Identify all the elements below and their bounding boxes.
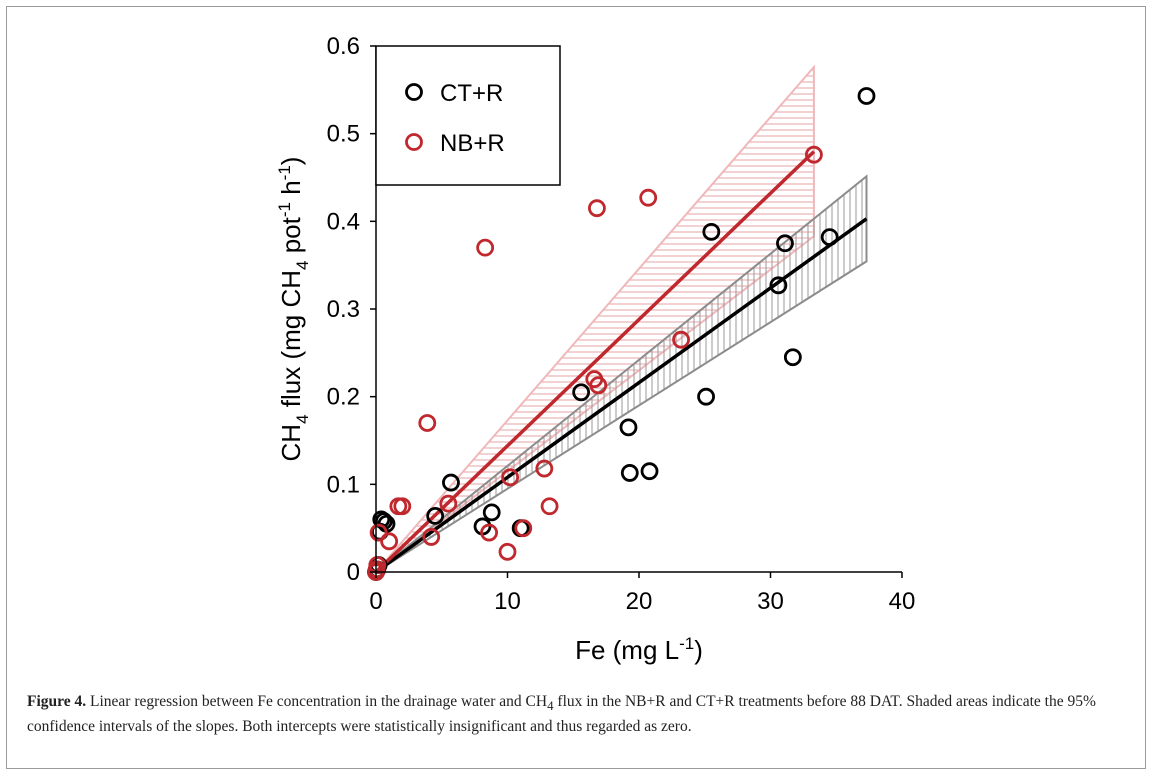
y-tick-label: 0.6 <box>327 33 360 60</box>
x-tick-label: 10 <box>494 588 521 615</box>
caption-text-b: flux in the NB+R and CT+R treatments bef… <box>27 693 1096 736</box>
y-tick-label: 0.4 <box>327 208 360 235</box>
point-ct-r <box>769 276 788 295</box>
y-tick-label: 0.2 <box>327 384 360 411</box>
y-tick-label: 0 <box>347 559 360 586</box>
point-nb-r <box>498 542 517 561</box>
point-nb-r <box>418 414 437 432</box>
point-ct-r <box>783 348 802 367</box>
point-nb-r <box>639 188 658 207</box>
point-nb-r <box>422 528 441 546</box>
point-ct-r <box>572 383 591 402</box>
point-ct-r <box>776 234 794 253</box>
point-nb-r <box>535 459 554 478</box>
point-ct-r <box>620 464 639 482</box>
point-ct-r <box>702 222 721 241</box>
point-nb-r <box>380 532 399 551</box>
fit-line-nb-r <box>374 150 816 574</box>
point-nb-r <box>514 519 533 538</box>
point-nb-r <box>369 523 388 542</box>
legend-marker-ct-r <box>405 83 423 101</box>
legend-box <box>375 45 561 186</box>
x-tick-label: 30 <box>757 588 784 615</box>
caption-sub: 4 <box>547 698 554 714</box>
point-ct-r <box>640 462 659 481</box>
y-tick-label: 0.1 <box>327 471 360 498</box>
x-tick-label: 40 <box>889 588 916 615</box>
point-nb-r <box>480 523 498 542</box>
legend-label-ct-r: CT+R <box>440 80 503 107</box>
point-nb-r <box>439 494 458 513</box>
point-nb-r <box>540 497 559 516</box>
point-ct-r <box>442 473 460 492</box>
x-axis-title: Fe (mg L-1) <box>575 634 703 665</box>
y-tick-label: 0.3 <box>327 296 360 323</box>
x-tick-label: 0 <box>369 588 382 615</box>
fit-line-ct-r <box>374 217 868 574</box>
point-ct-r <box>482 503 501 522</box>
point-nb-r <box>804 145 823 164</box>
caption-text-a: Linear regression between Fe concentrati… <box>86 693 548 710</box>
ci-band-ct-r <box>376 174 868 572</box>
point-nb-r <box>393 497 412 516</box>
figure-caption: Figure 4. Linear regression between Fe c… <box>27 691 1127 737</box>
caption-label: Figure 4. <box>27 693 87 710</box>
chart: 0 10 20 30 40 0 0.1 0.2 0.3 0.4 0.5 0.6 Fe (mg L-1) C… <box>275 33 916 665</box>
legend-marker-nb-r <box>405 133 423 151</box>
point-nb-r <box>588 199 606 218</box>
point-ct-r <box>857 87 876 105</box>
y-tick-label: 0.5 <box>327 121 360 148</box>
point-ct-r <box>820 228 839 247</box>
point-nb-r <box>501 468 520 487</box>
y-axis-title: CH4 flux (mg CH4 pot-1 h-1) <box>275 157 312 462</box>
point-nb-r <box>589 376 608 395</box>
point-nb-r <box>672 330 690 349</box>
point-ct-r <box>426 506 445 525</box>
legend-label-nb-r: NB+R <box>440 130 505 157</box>
figure-frame: 0 10 20 30 40 0 0.1 0.2 0.3 0.4 0.5 0.6 Fe (mg L-1) C… <box>6 6 1146 769</box>
point-nb-r <box>476 238 495 257</box>
point-ct-r <box>697 387 715 406</box>
x-tick-label: 20 <box>626 588 653 615</box>
point-ct-r <box>619 418 638 437</box>
